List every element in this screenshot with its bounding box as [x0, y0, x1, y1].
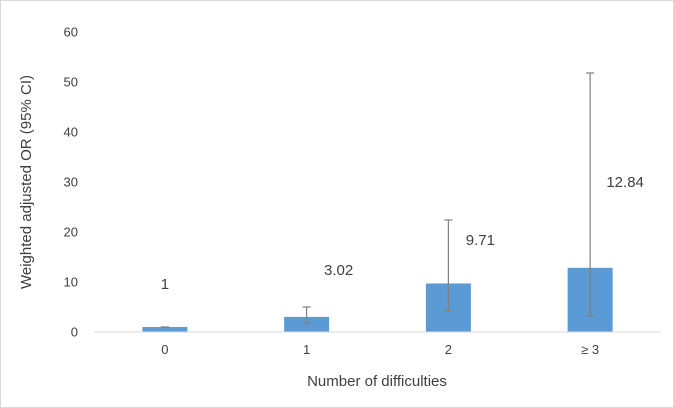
x-tick-label: ≥ 3	[581, 342, 599, 357]
y-tick-label: 40	[64, 125, 78, 140]
error-bar	[586, 72, 595, 317]
data-label: 1	[161, 276, 169, 293]
x-axis-title: Number of difficulties	[307, 373, 447, 390]
error-bars-group	[160, 72, 595, 328]
y-tick-label: 10	[64, 275, 78, 290]
y-tick-label: 30	[64, 175, 78, 190]
x-tick-label: 0	[161, 342, 168, 357]
bars-group	[142, 267, 613, 332]
y-tick-label: 50	[64, 75, 78, 90]
data-label: 12.84	[606, 174, 644, 191]
x-tick-label: 1	[303, 342, 310, 357]
data-labels-group: 1 3.02 9.71 12.84	[161, 174, 644, 293]
error-bar	[302, 306, 311, 324]
x-tick-label: 2	[445, 342, 452, 357]
data-label: 9.71	[466, 232, 495, 249]
y-tick-label: 0	[71, 325, 78, 340]
data-label: 3.02	[324, 262, 353, 279]
y-tick-label: 20	[64, 225, 78, 240]
y-axis-title: Weighted adjusted OR (95% CI)	[18, 75, 35, 289]
bar	[142, 327, 188, 332]
bar	[284, 316, 330, 332]
error-bar	[444, 219, 453, 312]
y-axis-ticks: 0 10 20 30 40 50 60	[64, 25, 78, 340]
y-tick-label: 60	[64, 25, 78, 40]
x-axis-ticks: 0 1 2 ≥ 3	[161, 342, 599, 357]
